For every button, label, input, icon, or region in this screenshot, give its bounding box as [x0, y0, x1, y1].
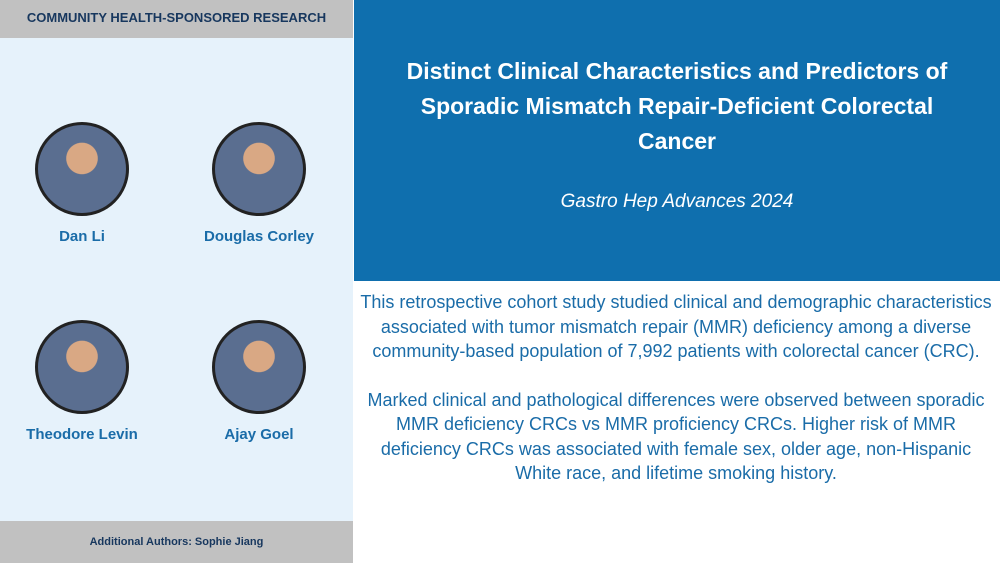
author-photo	[35, 320, 129, 414]
author-card: Theodore Levin	[2, 320, 162, 443]
title: Distinct Clinical Characteristics and Pr…	[406, 58, 948, 154]
author-card: Dan Li	[2, 122, 162, 245]
author-card: Ajay Goel	[179, 320, 339, 443]
author-name: Theodore Levin	[26, 426, 138, 443]
author-card: Douglas Corley	[179, 122, 339, 245]
additional-authors: Additional Authors: Sophie Jiang	[0, 521, 353, 563]
journal: Gastro Hep Advances 2024	[560, 191, 794, 212]
summary-paragraph: Marked clinical and pathological differe…	[367, 389, 985, 484]
author-photo	[212, 122, 306, 216]
summary: This retrospective cohort study studied …	[356, 290, 996, 510]
author-photo	[35, 122, 129, 216]
title-box: Distinct Clinical Characteristics and Pr…	[354, 0, 1000, 281]
summary-paragraph: This retrospective cohort study studied …	[360, 292, 992, 361]
header-label: COMMUNITY HEALTH-SPONSORED RESEARCH	[0, 0, 353, 38]
authors-panel: COMMUNITY HEALTH-SPONSORED RESEARCH Dan …	[0, 0, 353, 563]
author-name: Ajay Goel	[224, 426, 294, 443]
author-name: Dan Li	[59, 228, 105, 245]
author-photo	[212, 320, 306, 414]
author-name: Douglas Corley	[203, 228, 315, 245]
